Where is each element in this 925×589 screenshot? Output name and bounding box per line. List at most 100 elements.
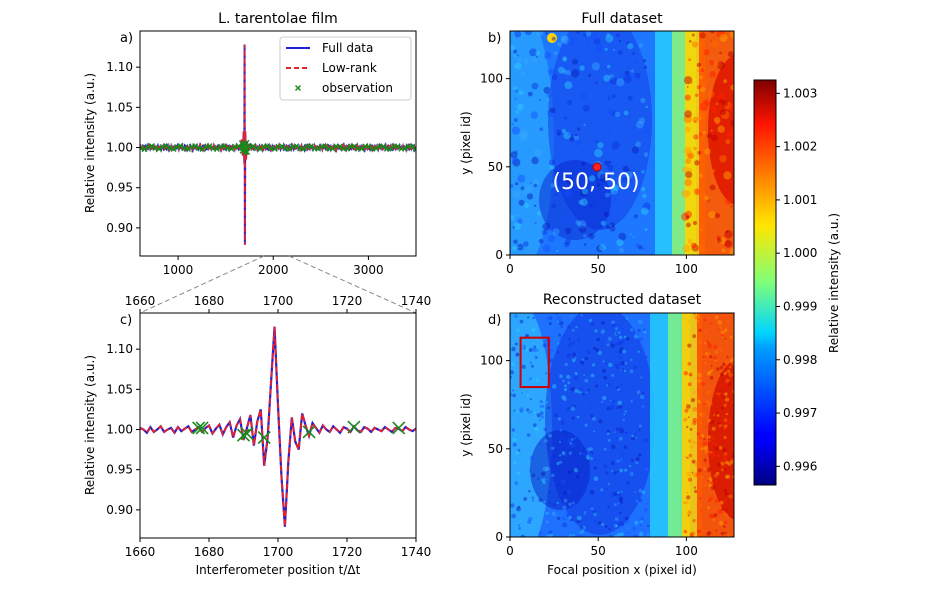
panel-c-top-xtick-label: 1700 xyxy=(263,294,294,308)
panel-a-ylabel: Relative intensity (a.u.) xyxy=(83,73,97,213)
panel-c-top-xtick-label: 1660 xyxy=(125,294,156,308)
panel-c-observation-point xyxy=(240,426,254,441)
panel-d-title: Reconstructed dataset xyxy=(543,292,702,308)
panel-a-observation-point xyxy=(322,143,329,150)
panel-c-observation-point xyxy=(392,421,406,435)
panel-a-observation-point xyxy=(244,148,251,155)
panel-a-observation-point xyxy=(199,146,206,152)
panel-a-observation-point xyxy=(192,143,199,150)
panel-c-xtick-label: 1700 xyxy=(263,545,294,559)
panel-a-observation-point xyxy=(240,144,247,151)
panel-b-ylabel: y (pixel id) xyxy=(459,111,473,174)
panel-a-observation-point xyxy=(307,143,314,150)
panel-a-observation-point xyxy=(203,143,210,150)
panel-b: Full dataset (50, 50) 0 50 100 0 50 100 b) y… xyxy=(459,11,735,276)
panel-a-observation-point xyxy=(315,145,322,152)
panel-a-observation-point xyxy=(351,143,358,150)
panel-a-observation-point xyxy=(380,143,387,150)
panel-c-top-xtick-label: 1680 xyxy=(194,294,225,308)
panel-a-observation-point xyxy=(257,145,264,152)
colorbar-tick-label: 0.997 xyxy=(783,406,817,420)
panel-c-xticks: 1660 1680 1700 1720 1740 xyxy=(125,538,431,559)
panel-d-xtick-label: 0 xyxy=(506,544,514,558)
panel-a-observation-point xyxy=(188,143,195,150)
panel-a-observation-point xyxy=(184,146,191,153)
panel-a-observation-point xyxy=(238,140,245,147)
panel-a-observation-point xyxy=(170,146,177,153)
panel-a-observation-point xyxy=(387,145,394,152)
panel-a-yticks: 0.90 0.95 1.00 1.05 1.10 xyxy=(106,60,140,235)
panel-b-frame xyxy=(509,30,735,256)
panel-a-title: L. tarentolae film xyxy=(218,11,338,27)
legend-box xyxy=(279,36,412,101)
panel-d-heatmap xyxy=(510,313,734,537)
panel-a-observation-point xyxy=(242,148,249,155)
panel-c-observation-point xyxy=(195,421,209,435)
panel-c-observation-point xyxy=(347,420,361,434)
colorbar-tick-label: 1.001 xyxy=(783,193,817,207)
panel-d-frame xyxy=(509,312,735,538)
panel-b-ytick-label: 0 xyxy=(495,248,503,262)
panel-d-ytick-label: 50 xyxy=(488,442,503,456)
panel-a-observation-point xyxy=(243,139,250,146)
panel-c-top-xticks: 1660 1680 1700 1720 1740 xyxy=(125,294,432,313)
panel-b-yticks: 0 50 100 xyxy=(480,72,510,262)
selected-pixel-marker xyxy=(592,162,602,172)
panel-a-observation-point xyxy=(241,146,248,153)
panel-a-xtick-label: 2000 xyxy=(258,263,289,277)
panel-c: 0.90 0.95 1.00 1.05 1.10 1660 1680 1700 1720 174… xyxy=(83,294,431,577)
panel-c-ytick-label: 1.05 xyxy=(106,382,133,396)
panel-a-ytick-label: 1.05 xyxy=(106,100,133,114)
panel-c-series-low-rank xyxy=(140,326,416,527)
panel-a-xticks: 1000 2000 3000 xyxy=(163,256,384,277)
panel-d-yticks: 0 50 100 xyxy=(480,354,510,544)
panel-a-observation-point xyxy=(156,146,163,153)
panel-c-observation-point xyxy=(236,428,251,442)
panel-a-frame xyxy=(139,30,417,257)
colorbar-tick-label: 1.003 xyxy=(783,86,817,100)
legend-observation-marker xyxy=(295,85,301,91)
legend: Full data Low-rank observation xyxy=(279,36,412,101)
panel-a-observation-point xyxy=(217,143,224,150)
panel-c-xtick-label: 1660 xyxy=(125,545,156,559)
panel-a-observation-point xyxy=(177,143,184,150)
legend-swatch-observation xyxy=(295,85,301,91)
panel-b-ytick-label: 50 xyxy=(488,160,503,174)
zoom-connector-right xyxy=(288,255,417,314)
panel-d-xticks: 0 50 100 xyxy=(506,537,698,558)
panel-c-top-xtick-label: 1720 xyxy=(332,294,363,308)
panel-a-observation-point xyxy=(250,143,257,150)
legend-label-low-rank: Low-rank xyxy=(322,61,377,75)
panel-a-observation-point xyxy=(401,145,408,152)
panel-a-label: a) xyxy=(120,31,133,46)
panel-b-title: Full dataset xyxy=(581,11,663,27)
panel-a-observation-point xyxy=(394,143,401,150)
panel-c-ytick-label: 1.10 xyxy=(106,342,133,356)
panel-c-plot-area xyxy=(140,326,416,527)
panel-a-observation-point xyxy=(163,142,170,149)
panel-a-ytick-label: 0.95 xyxy=(106,181,133,195)
panel-b-ytick-label: 100 xyxy=(480,72,503,86)
colorbar-gradient xyxy=(753,79,777,486)
panel-a-plot-area xyxy=(140,44,416,245)
panel-b-label: b) xyxy=(488,31,501,46)
colorbar-tick-label: 1.000 xyxy=(783,246,817,260)
panel-a-observation-point xyxy=(141,146,148,153)
colorbar-tick-label: 0.996 xyxy=(783,459,817,473)
panel-b-xticks: 0 50 100 xyxy=(506,255,698,276)
panel-d-xtick-label: 50 xyxy=(591,544,606,558)
panel-d-ylabel: y (pixel id) xyxy=(459,393,473,456)
panel-a-observation-point xyxy=(206,143,213,150)
panel-a-observation-point xyxy=(409,143,416,150)
panel-a-observation-point xyxy=(373,145,380,152)
colorbar-ticks: 0.996 0.997 0.998 0.999 1.000 1.001 1.002 1.003 xyxy=(776,86,817,473)
panel-c-series-full-data xyxy=(140,326,416,527)
panel-c-xtick-label: 1680 xyxy=(194,545,225,559)
panel-a-observation-point xyxy=(271,145,278,152)
panel-c-top-xtick-label: 1740 xyxy=(401,294,432,308)
panel-d-xtick-label: 100 xyxy=(675,544,698,558)
panel-a-xtick-label: 1000 xyxy=(163,263,194,277)
panel-a-observation-point xyxy=(159,144,166,151)
panel-a-observation-point xyxy=(221,143,228,150)
colorbar-tick-label: 0.998 xyxy=(783,353,817,367)
